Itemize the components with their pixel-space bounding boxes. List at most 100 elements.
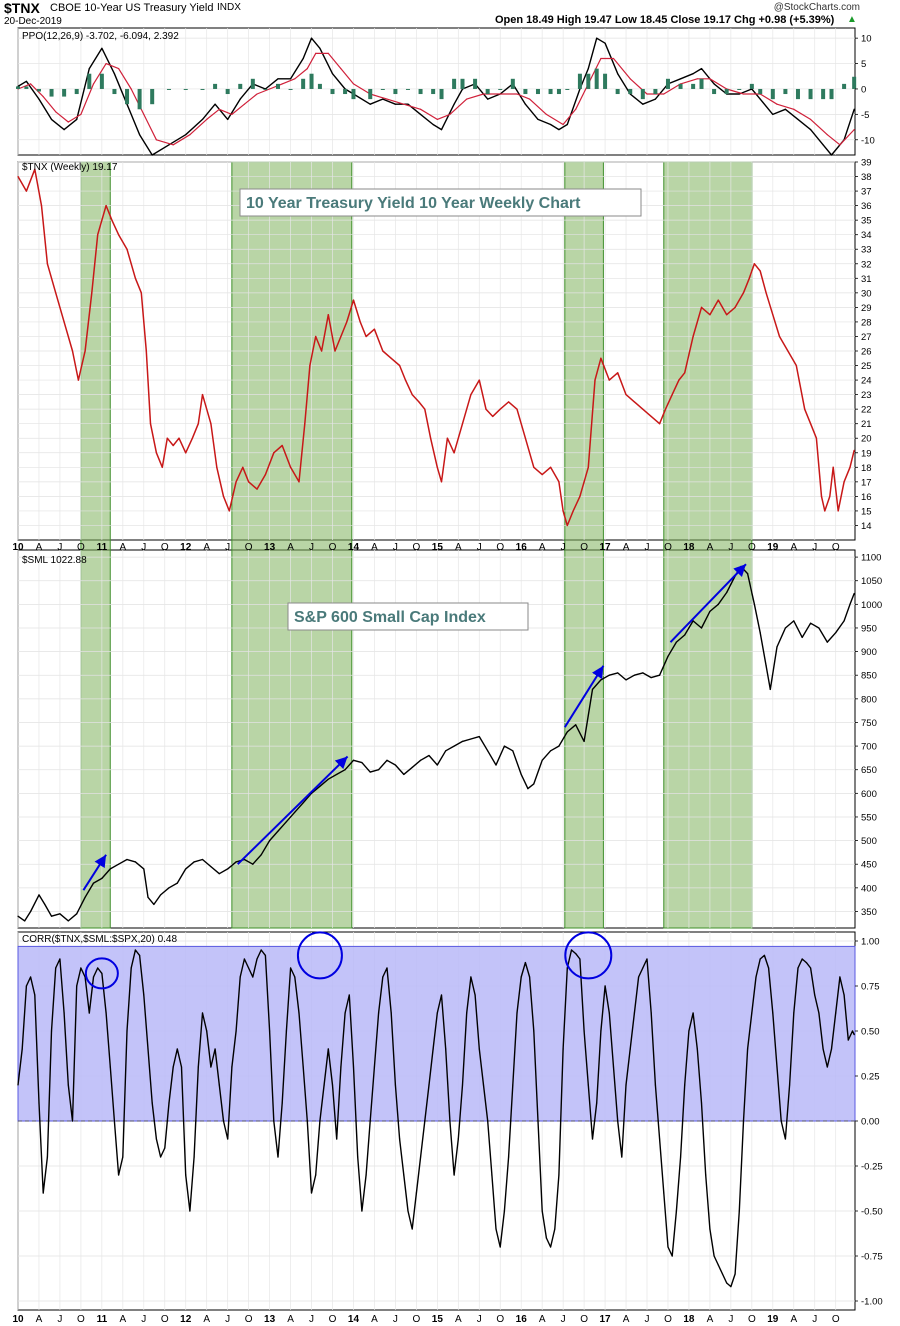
ppo-histogram-bar (431, 88, 436, 95)
x-tick-label-bottom: A (790, 1314, 797, 1325)
corr-data-point (705, 1174, 707, 1176)
ppo-histogram-bar (842, 83, 847, 89)
corr-data-point (139, 954, 141, 957)
sml-data-point (853, 592, 855, 595)
corr-data-point (835, 1012, 837, 1014)
corr-data-point (193, 1156, 195, 1158)
corr-data-point (600, 1030, 602, 1032)
corr-data-point (759, 958, 761, 960)
tnx-data-point (837, 510, 839, 512)
corr-data-point (134, 949, 137, 951)
ppo-histogram-bar (653, 88, 658, 95)
ppo-histogram-bar (556, 88, 561, 95)
x-tick-label-bottom: O (412, 1314, 420, 1325)
tnx-data-point (334, 350, 336, 352)
corr-data-point (853, 1034, 855, 1036)
tnx-data-point (829, 495, 831, 497)
sml-data-point (709, 610, 711, 613)
ppo-histogram-bar (783, 88, 788, 95)
tnx-data-point (365, 335, 367, 338)
ppo-data-point (327, 52, 329, 55)
tnx-data-point (579, 495, 581, 497)
ppo-histogram-bar (351, 88, 356, 100)
highlight-band-2 (231, 161, 353, 929)
x-tick-label-bottom: O (77, 1314, 85, 1325)
y-tick-label-tnx: 30 (861, 288, 872, 299)
corr-data-point (340, 1066, 342, 1068)
corr-data-point (197, 1066, 199, 1068)
x-tick-label-bottom: A (287, 1314, 294, 1325)
sml-data-point (210, 865, 212, 868)
corr-data-point (642, 967, 644, 969)
ppo-data-point (432, 123, 434, 126)
corr-data-point (59, 958, 61, 960)
tnx-data-point (340, 335, 342, 338)
sml-data-point (753, 603, 755, 605)
corr-data-point (361, 1210, 363, 1212)
tnx-data-point (105, 205, 107, 207)
tnx-data-point (753, 263, 755, 265)
corr-data-point (591, 1138, 594, 1140)
trend-arrow (669, 563, 747, 643)
corr-data-point (315, 1174, 317, 1176)
sml-data-point (558, 745, 560, 747)
corr-data-point (50, 1030, 53, 1032)
tnx-data-point (111, 219, 113, 221)
corr-data-point (189, 1210, 191, 1212)
sml-data-point (470, 738, 472, 740)
x-tick-label-middle: 10 (12, 542, 24, 553)
corr-data-point (617, 1120, 619, 1122)
tnx-data-point (424, 408, 426, 410)
corr-data-point (248, 967, 250, 969)
ppo-data-point (407, 103, 409, 105)
ppo-histogram-bar (36, 88, 41, 92)
tnx-data-point (853, 449, 855, 451)
corr-data-point (768, 967, 770, 969)
annotation-text-tnx: 10 Year Treasury Yield 10 Year Weekly Ch… (246, 195, 581, 212)
corr-data-point (474, 994, 476, 996)
ppo-data-point (629, 78, 631, 80)
tnx-data-point (222, 495, 225, 497)
tnx-data-point (734, 306, 736, 308)
y-tick-label-tnx: 37 (861, 187, 872, 198)
y-tick-label-tnx: 19 (861, 448, 872, 459)
highlight-band-4 (663, 161, 753, 929)
tnx-data-point (824, 510, 826, 512)
corr-data-point (306, 1120, 308, 1122)
corr-data-point (537, 1120, 539, 1122)
corr-data-point (780, 1120, 782, 1122)
tnx-data-point (210, 423, 212, 425)
sml-data-point (327, 778, 329, 780)
y-tick-label-ppo: 10 (861, 34, 872, 45)
sml-data-point (658, 674, 661, 676)
ppo-histogram-bar (485, 88, 490, 95)
corr-data-point (491, 1174, 493, 1176)
corr-data-point (700, 1102, 703, 1104)
corr-data-point (671, 1255, 673, 1257)
sml-data-point (84, 896, 86, 898)
x-tick-label-middle: O (329, 542, 337, 553)
trend-arrow (237, 755, 349, 865)
corr-data-point (109, 1066, 111, 1068)
sml-data-point (747, 573, 749, 575)
corr-data-point (638, 976, 640, 978)
y-tick-label-tnx: 36 (861, 201, 872, 212)
x-tick-label-bottom: 17 (600, 1314, 612, 1325)
ppo-data-point (826, 134, 828, 136)
y-tick-label-tnx: 29 (861, 303, 872, 314)
ppo-data-point (449, 113, 451, 115)
ppo-histogram-bar (150, 88, 155, 105)
sml-data-point (549, 750, 552, 752)
ppo-data-point (185, 134, 187, 136)
sml-data-point (44, 903, 46, 905)
ppo-data-point (50, 118, 53, 121)
ppo-data-point (80, 113, 82, 115)
ppo-histogram-bar (628, 88, 633, 95)
sml-data-point (461, 740, 464, 742)
x-tick-label-middle: O (496, 542, 504, 553)
ppo-histogram-bar (712, 88, 717, 95)
corr-data-point (528, 976, 531, 978)
corr-data-point (277, 1156, 279, 1158)
corr-data-point (470, 976, 472, 978)
x-tick-label-bottom: J (225, 1314, 230, 1325)
